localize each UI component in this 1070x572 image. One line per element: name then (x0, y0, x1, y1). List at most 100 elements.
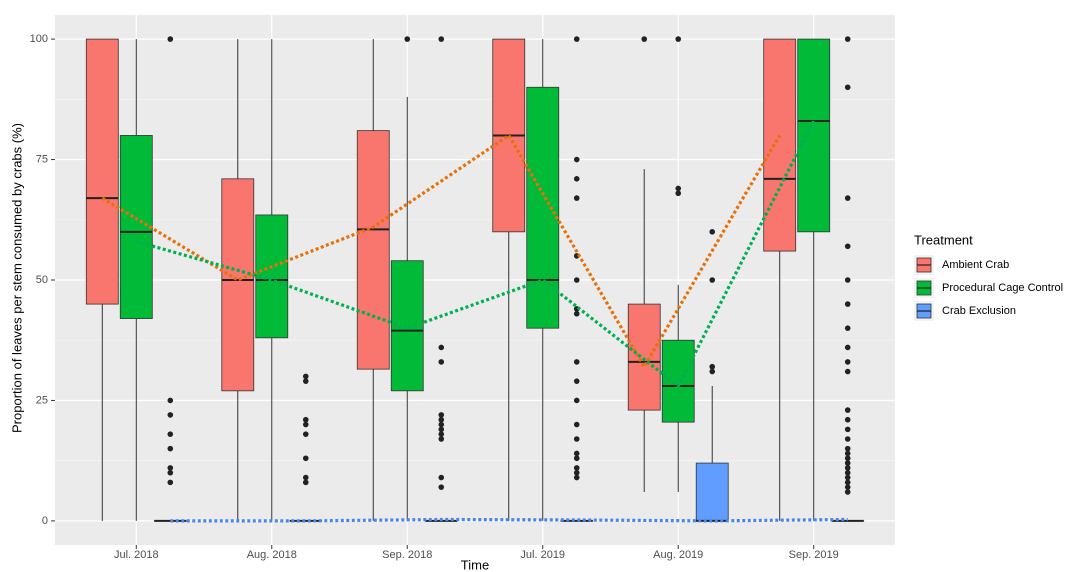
box (763, 38, 797, 252)
box (119, 135, 153, 319)
outlier (844, 277, 851, 283)
outlier (438, 359, 445, 365)
outlier (302, 421, 309, 428)
outlier (675, 190, 682, 197)
y-tick-label: 25 (36, 394, 48, 406)
outlier (573, 436, 580, 442)
outlier (302, 373, 309, 380)
box (695, 462, 729, 522)
outlier (438, 431, 445, 437)
outlier (573, 176, 580, 182)
outlier (438, 36, 445, 42)
outlier (844, 474, 851, 481)
outlier (167, 479, 174, 486)
legend-label: Ambient Crab (942, 259, 1009, 271)
trend-line (170, 517, 848, 523)
outlier (438, 412, 445, 418)
outlier (844, 84, 851, 91)
x-tick-label: Aug. 2018 (247, 549, 297, 561)
outlier (844, 36, 851, 42)
outlier (302, 455, 309, 462)
outlier (573, 359, 580, 365)
box (356, 130, 390, 370)
outlier (167, 397, 174, 404)
outlier (573, 455, 580, 462)
outlier (573, 421, 580, 428)
box (661, 339, 695, 423)
x-axis-title: Time (461, 557, 489, 572)
trend-line (135, 120, 816, 389)
outlier (844, 243, 851, 250)
outlier (844, 455, 851, 462)
outlier (573, 378, 580, 384)
outlier (302, 479, 309, 486)
outlier (438, 426, 445, 433)
outlier (844, 359, 851, 365)
outlier (573, 397, 580, 404)
outlier (573, 36, 580, 42)
box (85, 38, 119, 305)
x-tick-label: Jul. 2018 (114, 549, 159, 561)
y-axis-title: Proportion of leaves per stem consumed b… (9, 123, 24, 433)
outlier (167, 412, 174, 418)
box (390, 260, 424, 392)
outlier (404, 36, 411, 42)
legend-label: Crab Exclusion (942, 305, 1016, 317)
outlier (675, 185, 682, 192)
outlier (709, 229, 716, 235)
outlier (573, 310, 580, 317)
outlier (844, 195, 851, 201)
outlier (167, 36, 174, 42)
outlier (167, 469, 174, 476)
outlier (302, 416, 309, 423)
box (255, 214, 289, 339)
outlier (844, 484, 851, 490)
outlier (709, 368, 716, 375)
outlier (438, 344, 445, 351)
box (797, 38, 831, 233)
outlier (844, 416, 851, 423)
y-tick-label: 50 (36, 274, 48, 286)
y-tick-label: 100 (30, 33, 48, 45)
outlier (844, 460, 851, 466)
outlier (302, 431, 309, 437)
outlier (573, 156, 580, 163)
outlier (573, 277, 580, 283)
outlier (844, 344, 851, 351)
box (627, 303, 661, 411)
y-tick-label: 0 (42, 515, 48, 527)
outlier (844, 325, 851, 331)
box (526, 86, 560, 329)
outlier (675, 36, 682, 42)
outlier (438, 484, 445, 490)
outlier (438, 421, 445, 428)
outlier (438, 474, 445, 481)
outlier (844, 407, 851, 413)
outlier (438, 416, 445, 423)
y-tick-label: 75 (36, 153, 48, 165)
outlier (167, 431, 174, 437)
box (221, 178, 255, 392)
outlier (573, 474, 580, 481)
outlier (573, 469, 580, 476)
outlier (844, 436, 851, 442)
outlier (844, 469, 851, 476)
outlier (641, 36, 648, 42)
outlier (844, 426, 851, 433)
outlier (302, 474, 309, 481)
outlier (438, 436, 445, 442)
outlier (844, 489, 851, 495)
outlier (302, 378, 309, 384)
outlier (167, 445, 174, 452)
x-tick-label: Jul. 2019 (520, 549, 565, 561)
trend-line (101, 133, 782, 370)
outlier (844, 445, 851, 452)
outlier (573, 450, 580, 457)
legend-title: Treatment (914, 232, 973, 247)
outlier (709, 277, 716, 283)
outlier (167, 465, 174, 471)
outlier (844, 301, 851, 307)
x-tick-label: Aug. 2019 (653, 549, 703, 561)
outlier (573, 465, 580, 471)
